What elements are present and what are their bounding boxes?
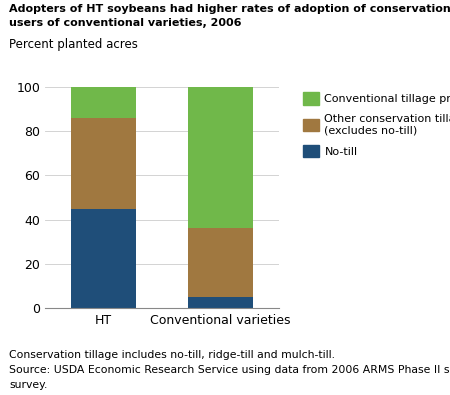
Text: Source: USDA Economic Research Service using data from 2006 ARMS Phase II soybea: Source: USDA Economic Research Service u… — [9, 365, 450, 375]
Text: survey.: survey. — [9, 380, 47, 390]
Text: users of conventional varieties, 2006: users of conventional varieties, 2006 — [9, 18, 242, 28]
Bar — [188, 87, 253, 228]
Text: Adopters of HT soybeans had higher rates of adoption of conservation tillage rel: Adopters of HT soybeans had higher rates… — [9, 4, 450, 14]
Legend: Conventional tillage practices, Other conservation tillage practices
(excludes n: Conventional tillage practices, Other co… — [303, 92, 450, 157]
Text: Conservation tillage includes no-till, ridge-till and mulch-till.: Conservation tillage includes no-till, r… — [9, 350, 335, 359]
Bar — [71, 87, 136, 118]
Text: Percent planted acres: Percent planted acres — [9, 38, 138, 51]
Bar — [188, 297, 253, 308]
Bar — [71, 118, 136, 209]
Bar — [71, 209, 136, 308]
Bar — [188, 228, 253, 297]
